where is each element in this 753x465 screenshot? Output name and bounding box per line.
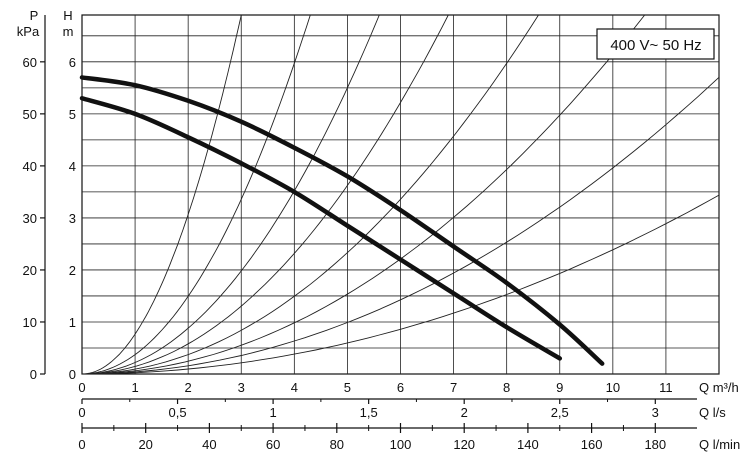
- y-outer-label-top: P: [30, 8, 39, 23]
- x-axis-1-tick-label: 4: [291, 380, 298, 395]
- y-inner-tick-label: 6: [69, 55, 76, 70]
- y-inner-tick-label: 0: [69, 367, 76, 382]
- y-outer-label-bottom: kPa: [17, 24, 40, 39]
- x-axis-1-tick-label: 8: [503, 380, 510, 395]
- x-axis-2-tick-label: 3: [652, 405, 659, 420]
- grid: [81, 14, 720, 375]
- x-axis-1-tick-label: 9: [556, 380, 563, 395]
- x-axis-2-tick-label: 1,5: [360, 405, 378, 420]
- x-axis-1-tick-label: 10: [606, 380, 620, 395]
- x-axis-1-tick-label: 6: [397, 380, 404, 395]
- system-curve: [81, 14, 449, 375]
- x-axis-3-tick-label: 80: [330, 437, 344, 452]
- annotation-box: [596, 28, 715, 60]
- x-axis-3-tick-label: 160: [581, 437, 603, 452]
- y-inner-label-bottom: m: [63, 24, 74, 39]
- y-inner-tick-label: 3: [69, 211, 76, 226]
- x-axis-3-label: Q l/min: [699, 437, 740, 452]
- x-axis-3-tick-label: 180: [644, 437, 666, 452]
- system-curve: [81, 14, 311, 375]
- series-line-2: [79, 95, 563, 361]
- x-axis-3-tick-label: 20: [138, 437, 152, 452]
- x-axis-1-tick-label: 1: [131, 380, 138, 395]
- system-curve: [81, 14, 380, 375]
- annotation-text: 400 V~ 50 Hz: [610, 37, 701, 54]
- x-axis-3-tick-label: 120: [453, 437, 475, 452]
- y-inner-tick-label: 2: [69, 263, 76, 278]
- y-outer-tick-label: 30: [23, 211, 37, 226]
- x-axis-2-tick-label: 2: [461, 405, 468, 420]
- x-axis-2-tick-label: 0: [78, 405, 85, 420]
- x-axis-3-tick-label: 40: [202, 437, 216, 452]
- system-curve: [81, 14, 242, 375]
- system-curve: [81, 76, 720, 375]
- system-curve: [82, 194, 720, 375]
- y-inner-label-top: H: [63, 8, 72, 23]
- x-axis-2-tick-label: 1: [269, 405, 276, 420]
- x-axis-1-tick-label: 7: [450, 380, 457, 395]
- x-axis-3-tick-label: 140: [517, 437, 539, 452]
- system-curve: [81, 14, 539, 375]
- x-axis-2-tick-label: 2,5: [551, 405, 569, 420]
- system-curves: [81, 14, 720, 375]
- y-outer-tick-label: 0: [30, 367, 37, 382]
- y-outer-tick-label: 50: [23, 107, 37, 122]
- series-line-1: [79, 75, 605, 366]
- x-axis-1-tick-label: 0: [78, 380, 85, 395]
- y-inner-tick-label: 4: [69, 159, 76, 174]
- x-axis-1-tick-label: 2: [185, 380, 192, 395]
- series-lines: [79, 75, 605, 366]
- x-axis-2-tick-label: 0,5: [169, 405, 187, 420]
- y-outer-tick-label: 20: [23, 263, 37, 278]
- y-outer-tick-label: 40: [23, 159, 37, 174]
- x-axis-1-tick-label: 3: [238, 380, 245, 395]
- x-axis-1-tick-label: 5: [344, 380, 351, 395]
- x-axis-3-tick-label: 60: [266, 437, 280, 452]
- y-outer-tick-label: 10: [23, 315, 37, 330]
- x-axis-1-tick-label: 11: [659, 380, 673, 395]
- system-curve: [81, 14, 646, 375]
- x-axis-3-tick-label: 0: [78, 437, 85, 452]
- y-inner-tick-label: 1: [69, 315, 76, 330]
- y-outer-tick-label: 60: [23, 55, 37, 70]
- x-axis-2-label: Q l/s: [699, 405, 726, 420]
- y-inner-tick-label: 5: [69, 107, 76, 122]
- x-axis-3-tick-label: 100: [390, 437, 412, 452]
- x-axis-1-label: Q m³/h: [699, 380, 739, 395]
